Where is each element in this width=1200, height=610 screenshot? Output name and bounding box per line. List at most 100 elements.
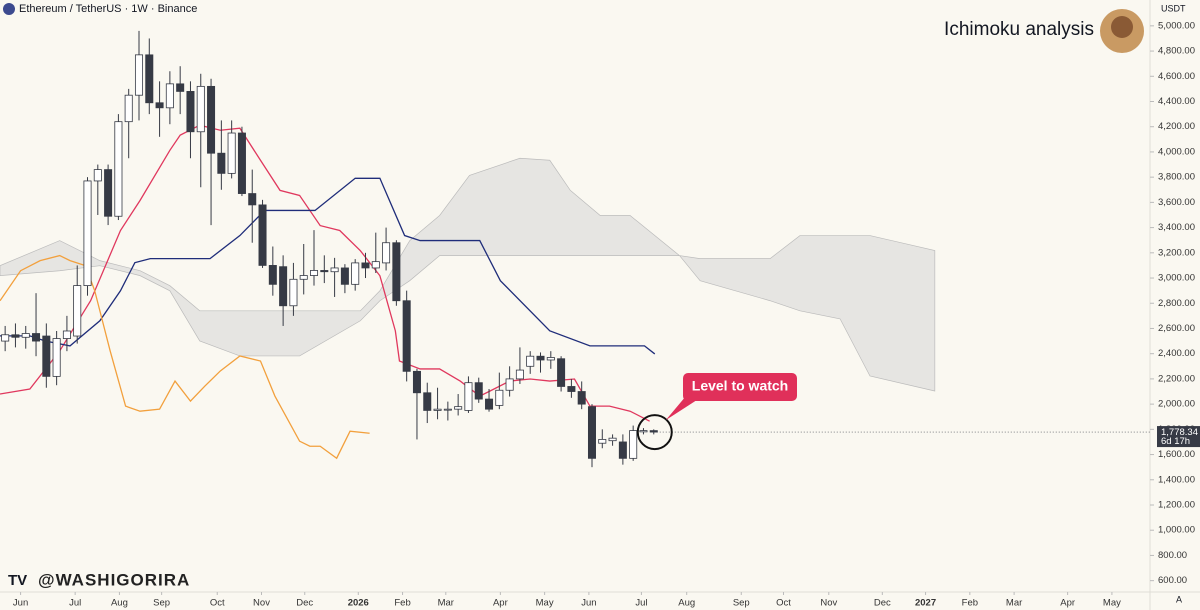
candle-body bbox=[104, 169, 113, 217]
indicator-line bbox=[0, 254, 370, 460]
y-tick-label: 2,200.00 bbox=[1158, 373, 1195, 384]
x-tick-label: Mar bbox=[1006, 598, 1022, 609]
x-tick-label: Dec bbox=[296, 598, 313, 609]
cloud bbox=[0, 157, 936, 392]
avatar-face bbox=[1111, 16, 1133, 38]
candle-body bbox=[248, 193, 257, 206]
candle-body bbox=[186, 91, 195, 133]
candle-body bbox=[474, 382, 483, 400]
candle-body bbox=[93, 169, 102, 182]
x-tick-label: Mar bbox=[438, 598, 454, 609]
y-tick-label: 3,600.00 bbox=[1158, 197, 1195, 208]
y-tick-label: 2,400.00 bbox=[1158, 348, 1195, 359]
y-tick-label: 3,800.00 bbox=[1158, 172, 1195, 183]
x-tick-label: Sep bbox=[733, 598, 750, 609]
candle-body bbox=[227, 132, 236, 174]
currency-label: USDT bbox=[1161, 3, 1186, 13]
candle-body bbox=[52, 338, 61, 377]
y-tick-label: 2,800.00 bbox=[1158, 298, 1195, 309]
candle-body bbox=[330, 267, 339, 273]
y-tick-label: 4,400.00 bbox=[1158, 96, 1195, 107]
symbol-header: Ethereum / TetherUS · 1W · Binance bbox=[19, 3, 197, 15]
candle-body bbox=[114, 121, 123, 217]
candle-body bbox=[392, 242, 401, 302]
y-tick-label: 1,200.00 bbox=[1158, 500, 1195, 511]
y-tick-label: 1,600.00 bbox=[1158, 449, 1195, 460]
candle-body bbox=[310, 270, 319, 276]
callout-box bbox=[683, 373, 797, 401]
y-tick-label: 3,000.00 bbox=[1158, 273, 1195, 284]
candle-body bbox=[124, 94, 133, 123]
y-tick-label: 3,200.00 bbox=[1158, 247, 1195, 258]
candle-body bbox=[546, 357, 555, 361]
candle-body bbox=[207, 85, 216, 154]
x-tick-label: Apr bbox=[493, 598, 508, 609]
candle-body bbox=[258, 204, 267, 266]
candle-body bbox=[268, 265, 277, 285]
candle-body bbox=[608, 437, 617, 442]
candle-body bbox=[73, 285, 82, 337]
y-tick-label: 5,000.00 bbox=[1158, 20, 1195, 31]
candle-body bbox=[515, 369, 524, 380]
line-layer bbox=[0, 124, 656, 460]
x-tick-label: Dec bbox=[874, 598, 891, 609]
y-tick-label: 2,000.00 bbox=[1158, 399, 1195, 410]
candle-body bbox=[526, 355, 535, 367]
candle-body bbox=[423, 392, 432, 411]
candle-body bbox=[382, 242, 391, 264]
candle-body bbox=[412, 370, 421, 394]
x-tick-label: Nov bbox=[820, 598, 837, 609]
candle-body bbox=[536, 355, 545, 361]
candle-body bbox=[299, 275, 308, 280]
y-tick-label: 1,000.00 bbox=[1158, 525, 1195, 536]
x-tick-label: Jul bbox=[635, 598, 647, 609]
candle-body bbox=[443, 408, 452, 411]
candle-body bbox=[196, 85, 205, 133]
candle-body bbox=[618, 441, 627, 459]
candle-body bbox=[351, 262, 360, 285]
candle-body bbox=[505, 378, 514, 391]
chart-title: Ichimoku analysis bbox=[944, 19, 1094, 40]
x-tick-label: Jun bbox=[581, 598, 596, 609]
candle-body bbox=[155, 102, 164, 109]
candle-body bbox=[11, 334, 20, 338]
countdown: 6d 17h bbox=[1161, 436, 1190, 447]
x-tick-label: Jun bbox=[13, 598, 28, 609]
candle-body bbox=[567, 386, 576, 392]
candle-body bbox=[237, 132, 246, 194]
y-tick-label: 600.00 bbox=[1158, 575, 1187, 586]
candle-body bbox=[557, 358, 566, 387]
candle-body bbox=[340, 267, 349, 285]
x-tick-label: Feb bbox=[962, 598, 978, 609]
indicator-line bbox=[0, 124, 650, 422]
y-tick-label: 1,400.00 bbox=[1158, 474, 1195, 485]
candle-body bbox=[454, 406, 463, 410]
candle-body bbox=[361, 262, 370, 269]
candle-body bbox=[433, 408, 442, 411]
x-tick-label: Apr bbox=[1060, 598, 1075, 609]
candle-body bbox=[598, 439, 607, 444]
x-tick-label: Oct bbox=[776, 598, 791, 609]
scale-mode: A bbox=[1176, 594, 1182, 604]
candle-body bbox=[587, 406, 596, 459]
candle-body bbox=[42, 335, 51, 377]
candle-body bbox=[464, 382, 473, 411]
candle-body bbox=[145, 54, 154, 104]
x-tick-label: 2026 bbox=[348, 598, 369, 609]
cloud-layer bbox=[0, 157, 936, 392]
candle-body bbox=[485, 398, 494, 410]
y-tick-label: 800.00 bbox=[1158, 550, 1187, 561]
candle-body bbox=[165, 83, 174, 109]
y-tick-label: 2,600.00 bbox=[1158, 323, 1195, 334]
indicator-line bbox=[0, 177, 656, 355]
x-tick-label: Aug bbox=[678, 598, 695, 609]
candle-body bbox=[289, 278, 298, 307]
candle-body bbox=[279, 266, 288, 307]
candle-body bbox=[320, 270, 329, 273]
candle-body bbox=[371, 261, 380, 269]
callout: Level to watch bbox=[636, 373, 797, 451]
candle-body bbox=[32, 333, 41, 342]
